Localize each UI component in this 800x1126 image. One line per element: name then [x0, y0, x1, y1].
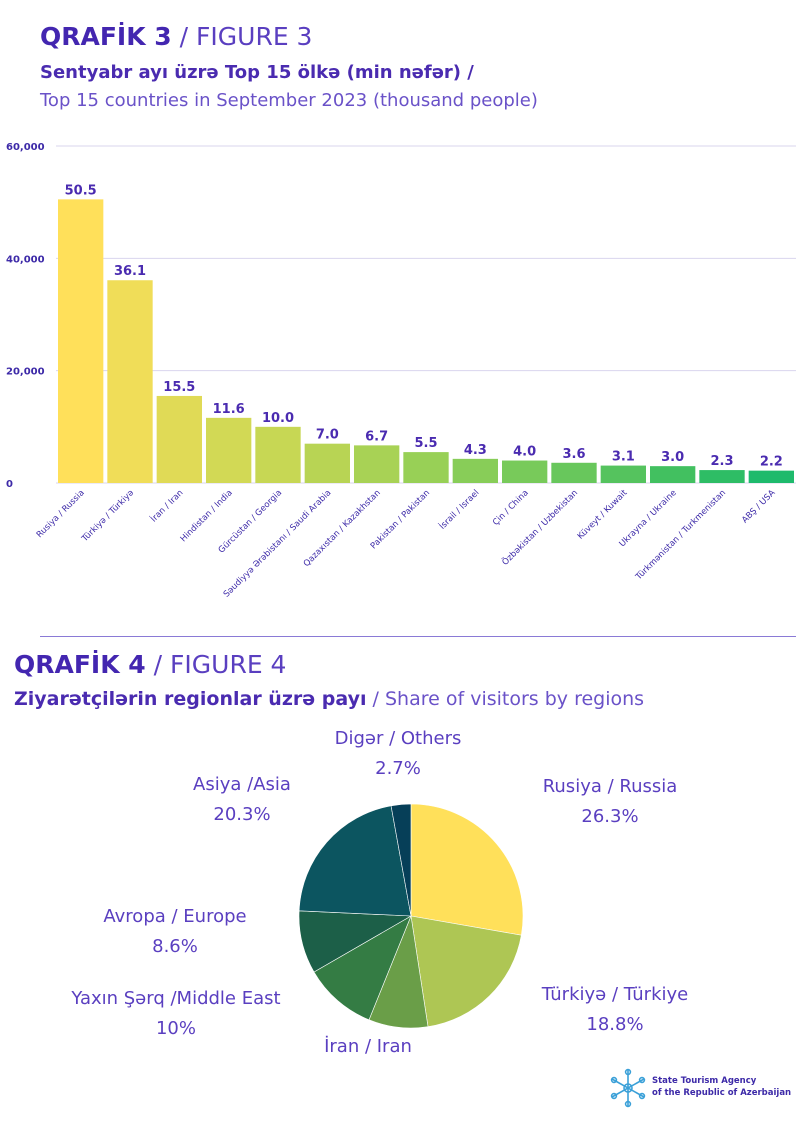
bar-chart: 0 20,000 40,000 60,000 50.5 Rusiya / Russia 36…: [6, 142, 796, 600]
bar-value-label: 4.0: [513, 445, 536, 460]
category-label: Türkmənistan / Turkmenistan: [633, 488, 728, 583]
bar: [58, 199, 104, 483]
category-label: Səudiyyə Ərəbistanı / Saudi Arabia: [222, 488, 334, 600]
bar: [502, 460, 548, 483]
figure4-subtitle-en: / Share of visitors by regions: [366, 688, 645, 710]
pie-slice: [313, 915, 412, 1021]
figure3-title: QRAFİK 3 / FIGURE 3: [40, 22, 312, 51]
pie-slice-label: Digər / Others: [335, 728, 462, 749]
pie-slice-label: İran / Iran: [324, 1036, 412, 1057]
bar: [452, 458, 498, 483]
bar: [255, 426, 301, 483]
pie-slice-label: Avropa / Europe: [103, 906, 246, 927]
agency-snowflake-icon: [610, 1068, 646, 1108]
y-tick-label: 40,000: [6, 254, 45, 265]
pie-slice-label: Yaxın Şərq /Middle East: [70, 988, 280, 1009]
pie-slice-label: Asiya /Asia: [193, 774, 291, 795]
bar-value-label: 3.1: [612, 450, 635, 465]
pie-slice: [410, 915, 522, 1028]
figure4-title: QRAFİK 4 / FIGURE 4: [14, 650, 286, 679]
category-label: Çin / China: [491, 488, 531, 528]
category-label: İran / Iran: [148, 487, 185, 524]
pie-slice: [298, 805, 412, 917]
y-tick-label: 60,000: [6, 142, 45, 153]
agency-name-line1: State Tourism Agency: [652, 1076, 757, 1086]
section-divider: [40, 636, 796, 637]
bar: [699, 470, 745, 483]
agency-name: State Tourism Agency of the Republic of …: [652, 1075, 791, 1099]
bar-value-label: 3.0: [661, 450, 684, 465]
figure3-subtitle-az: Sentyabr ayı üzrə Top 15 ölkə (min nəfər…: [40, 62, 474, 83]
bar-value-label: 50.5: [65, 183, 97, 198]
bar: [206, 417, 252, 483]
bar-value-label: 4.3: [464, 443, 487, 458]
pie-slice-label: Rusiya / Russia: [543, 776, 678, 797]
bar: [551, 462, 597, 483]
bar: [748, 470, 794, 483]
y-tick-label: 0: [6, 479, 13, 490]
category-label: ABŞ / USA: [740, 488, 777, 525]
figure3-subtitle-en: Top 15 countries in September 2023 (thou…: [40, 90, 538, 111]
category-label: İsrail / Israel: [437, 487, 481, 531]
bar-value-label: 6.7: [365, 429, 388, 444]
bar-value-label: 7.0: [316, 428, 339, 443]
category-label: Türkiyə / Türkiyə: [79, 488, 136, 545]
bar-value-label: 3.6: [562, 447, 585, 462]
category-label: Rusiya / Russia: [35, 488, 87, 540]
bar-value-label: 10.0: [262, 411, 294, 426]
pie-slice: [390, 803, 412, 917]
category-label: Hindistan / India: [179, 488, 235, 544]
bar: [107, 280, 153, 483]
bar-value-label: 2.2: [760, 455, 783, 470]
figure4-subtitle: Ziyarətçilərin regionlar üzrə payı / Sha…: [14, 688, 644, 710]
bar: [354, 445, 400, 483]
figure4-title-bold: QRAFİK 4: [14, 650, 146, 679]
bar: [403, 452, 449, 483]
agency-logo: State Tourism Agency of the Republic of …: [608, 1066, 791, 1110]
figure3-title-sep: / FIGURE 3: [171, 22, 313, 51]
bar: [650, 466, 696, 483]
bar: [304, 443, 350, 483]
figure4-title-sep: / FIGURE 4: [145, 650, 287, 679]
bar-value-label: 5.5: [414, 436, 437, 451]
pie-chart: Rusiya / Russia 26.3% Türkiyə / Türkiye 18.…: [70, 728, 688, 1057]
pie-slice-value: 2.7%: [375, 758, 421, 779]
y-tick-label: 20,000: [6, 367, 45, 378]
bar-value-label: 2.3: [710, 454, 733, 469]
bar-value-label: 15.5: [163, 380, 195, 395]
category-label: Küveyt / Kuwait: [576, 488, 630, 542]
pie-slice-value: 8.6%: [152, 936, 198, 957]
agency-name-line2: of the Republic of Azerbaijan: [652, 1088, 792, 1098]
figure3-title-bold: QRAFİK 3: [40, 22, 172, 51]
bar-value-label: 36.1: [114, 264, 146, 279]
bar: [156, 395, 202, 483]
bar-value-label: 11.6: [213, 402, 245, 417]
figure4-subtitle-az: Ziyarətçilərin regionlar üzrə payı: [14, 688, 367, 710]
pie-slice-value: 26.3%: [581, 806, 638, 827]
pie-slice-value: 18.8%: [586, 1014, 643, 1035]
pie-slice-value: 20.3%: [213, 804, 270, 825]
pie-slice: [410, 803, 524, 936]
bar: [600, 465, 646, 483]
pie-slice-value: 10%: [156, 1018, 196, 1039]
pie-slice-label: Türkiyə / Türkiye: [541, 984, 688, 1005]
